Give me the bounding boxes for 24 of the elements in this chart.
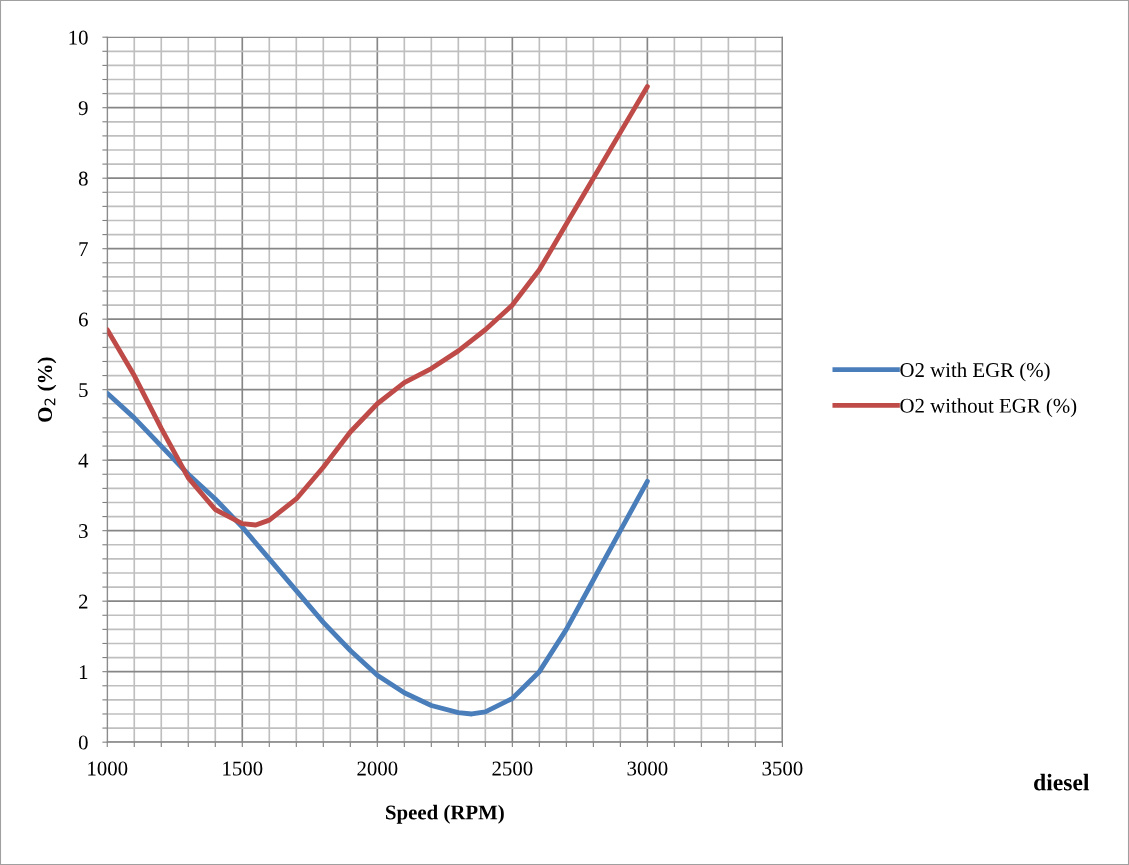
legend-label: O2 with EGR (%) <box>900 362 1050 382</box>
y-tick-label: 4 <box>78 453 89 468</box>
y-tick-label: 5 <box>79 383 88 398</box>
y-tick-label: 2 <box>79 594 88 609</box>
y-tick-label: 8 <box>78 171 88 186</box>
line-series <box>107 84 650 528</box>
x-tick-label: 1500 <box>223 761 263 776</box>
y-tick-label: 7 <box>79 242 88 256</box>
x-axis-title: Speed (RPM) <box>386 804 504 824</box>
x-tick-label: 3500 <box>762 761 803 776</box>
y-tick-label: 3 <box>79 524 88 539</box>
y-tick-label: 6 <box>78 312 88 327</box>
y-tick-label: 10 <box>69 30 88 45</box>
y-tick-label: 1 <box>79 665 88 679</box>
y-tick-label: 0 <box>78 735 88 750</box>
x-tick-label: 2500 <box>492 761 533 776</box>
legend-label: O2 without EGR (%) <box>900 398 1077 418</box>
line-series <box>107 390 650 717</box>
y-axis-title: O$_{2}$ (%) <box>37 357 57 422</box>
x-tick-label: 1000 <box>88 761 128 776</box>
x-tick-label: 2000 <box>357 761 398 776</box>
x-tick-label: 3000 <box>627 761 668 776</box>
y-tick-label: 9 <box>78 101 88 116</box>
text: diesel <box>1034 773 1090 791</box>
